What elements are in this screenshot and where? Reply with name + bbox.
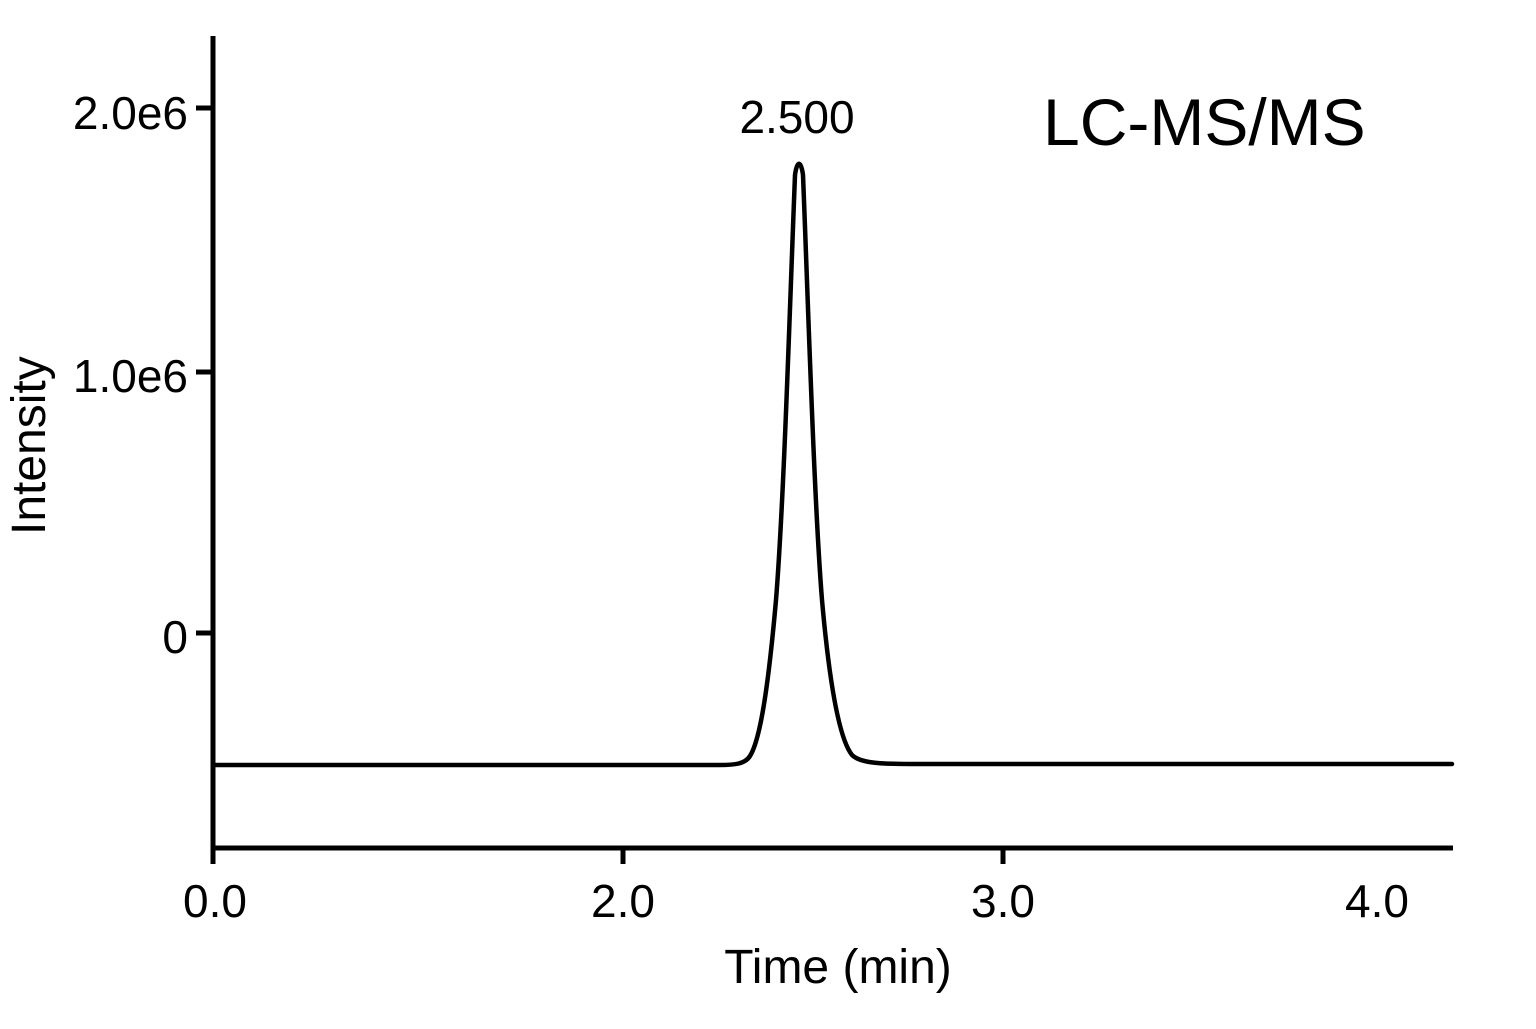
y-tick-label-1e6: 1.0e6 bbox=[72, 350, 188, 402]
x-tick-label-0: 0.0 bbox=[183, 875, 247, 927]
y-tick-label-2e6: 2.0e6 bbox=[72, 87, 188, 139]
y-axis-title: Intensity bbox=[3, 356, 56, 535]
peak-annotation: 2.500 bbox=[739, 91, 855, 143]
x-tick-label-3: 3.0 bbox=[971, 875, 1035, 927]
chart-title: LC-MS/MS bbox=[1043, 85, 1366, 159]
x-tick-label-4: 4.0 bbox=[1345, 875, 1409, 927]
x-axis-title: Time (min) bbox=[724, 941, 952, 994]
y-tick-label-0: 0 bbox=[162, 611, 188, 663]
x-tick-label-2: 2.0 bbox=[591, 875, 655, 927]
chromatogram-trace bbox=[212, 161, 1455, 768]
